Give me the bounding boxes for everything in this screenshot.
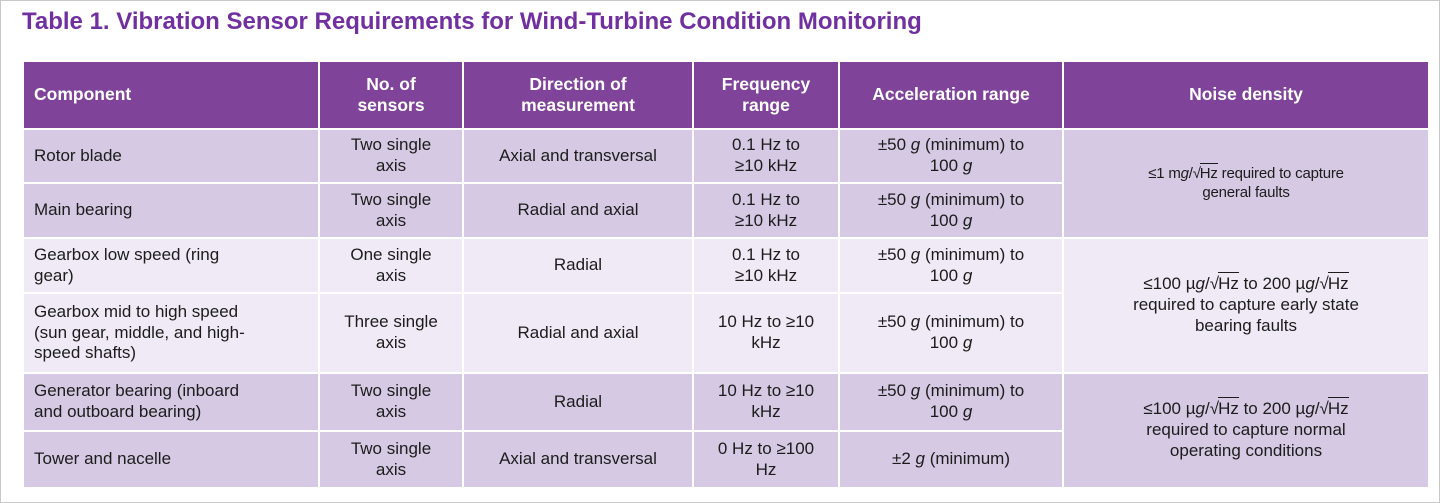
table-title: Table 1. Vibration Sensor Requirements f…	[22, 8, 922, 35]
cell-frequency: 0.1 Hz to ≥10 kHz	[692, 182, 840, 239]
table-row: Generator bearing (inboard and outboard …	[22, 372, 1430, 489]
header-row: Component No. of sensors Direction of meas…	[22, 60, 1430, 130]
cell-noise: ≤100 µg/√Hz to 200 µg/√Hz required to ca…	[1062, 372, 1430, 489]
cell-acceleration: ±50 g (minimum) to 100 g	[838, 372, 1064, 432]
cell-direction: Radial and axial	[462, 182, 694, 239]
cell-frequency: 0 Hz to ≥100 Hz	[692, 430, 840, 489]
table-row: Tower and nacelle Two single axis Axial an…	[22, 430, 1429, 489]
cell-sensors: Two single axis	[318, 182, 464, 239]
header-noise: Noise density	[1062, 60, 1430, 130]
table-row: Gearbox mid to high speed (sun gear, mid…	[22, 292, 1429, 374]
cell-component: Gearbox low speed (ring gear)	[22, 237, 320, 294]
cell-frequency: 10 Hz to ≥10 kHz	[692, 372, 840, 432]
cell-frequency: 0.1 Hz to ≥10 kHz	[692, 128, 840, 184]
cell-component: Tower and nacelle	[22, 430, 320, 489]
cell-direction: Radial	[462, 372, 694, 432]
cell-component: Gearbox mid to high speed (sun gear, mid…	[22, 292, 320, 374]
cell-component: Main bearing	[22, 182, 320, 239]
cell-sensors: Two single axis	[318, 430, 464, 489]
table-body: Rotor blade Two single axis Axial and tran…	[22, 128, 1430, 489]
cell-direction: Axial and transversal	[462, 430, 694, 489]
header-sensors: No. of sensors	[318, 60, 464, 130]
cell-direction: Radial and axial	[462, 292, 694, 374]
cell-acceleration: ±50 g (minimum) to 100 g	[838, 292, 1064, 374]
header-direction: Direction of measurement	[462, 60, 694, 130]
cell-frequency: 0.1 Hz to ≥10 kHz	[692, 237, 840, 294]
cell-noise: ≤100 µg/√Hz to 200 µg/√Hz required to ca…	[1062, 237, 1430, 374]
table-row: Gearbox low speed (ring gear) One single …	[22, 237, 1430, 374]
header-frequency: Frequency range	[692, 60, 840, 130]
cell-frequency: 10 Hz to ≥10 kHz	[692, 292, 840, 374]
cell-component: Generator bearing (inboard and outboard …	[22, 372, 320, 432]
cell-sensors: Two single axis	[318, 372, 464, 432]
table-row: Rotor blade Two single axis Axial and tran…	[22, 128, 1430, 239]
header-component: Component	[22, 60, 320, 130]
cell-sensors: Two single axis	[318, 128, 464, 184]
vibration-sensor-table: Component No. of sensors Direction of meas…	[22, 60, 1430, 489]
cell-component: Rotor blade	[22, 128, 320, 184]
table-row: Main bearing Two single axis Radial and ax…	[22, 182, 1429, 239]
cell-acceleration: ±50 g (minimum) to 100 g	[838, 182, 1064, 239]
cell-acceleration: ±50 g (minimum) to 100 g	[838, 237, 1064, 294]
cell-noise: ≤1 mg/√Hz required to capture general fa…	[1062, 128, 1430, 239]
header-acceleration: Acceleration range	[838, 60, 1064, 130]
cell-acceleration: ±2 g (minimum)	[838, 430, 1064, 489]
cell-acceleration: ±50 g (minimum) to 100 g	[838, 128, 1064, 184]
cell-sensors: Three single axis	[318, 292, 464, 374]
cell-direction: Axial and transversal	[462, 128, 694, 184]
cell-sensors: One single axis	[318, 237, 464, 294]
cell-direction: Radial	[462, 237, 694, 294]
